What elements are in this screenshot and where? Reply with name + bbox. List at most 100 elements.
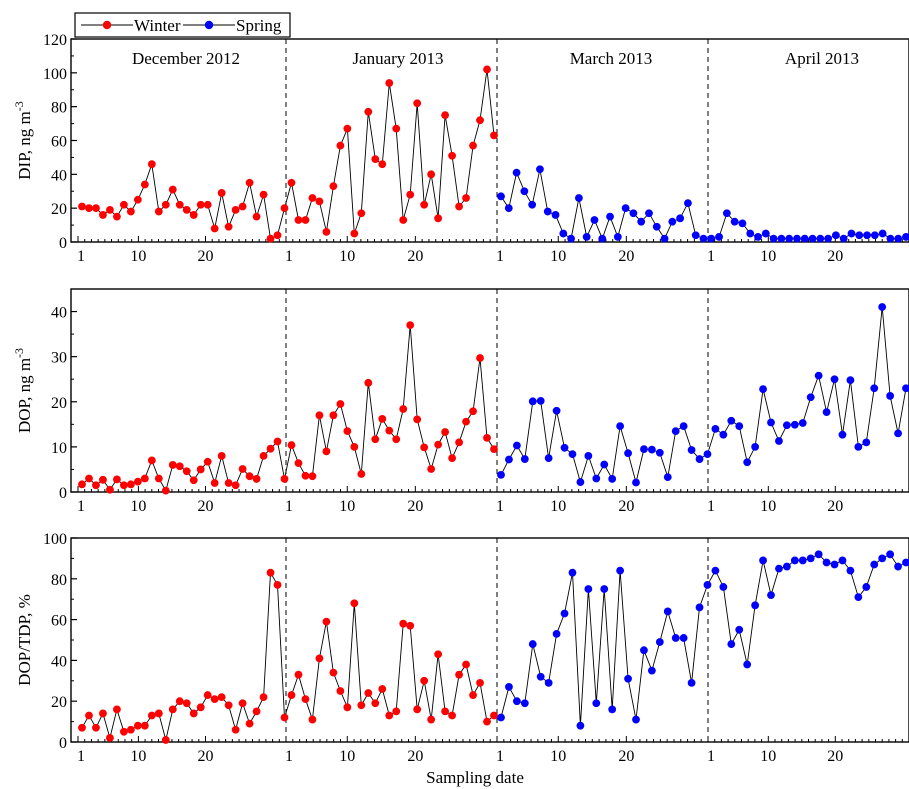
data-point-spring xyxy=(520,455,529,463)
data-point-winter xyxy=(413,415,422,424)
legend-marker-spring xyxy=(204,20,214,30)
data-point-winter xyxy=(343,124,352,133)
data-point-spring xyxy=(560,609,569,618)
x-tick-label: 20 xyxy=(407,498,423,515)
x-tick-label: 1 xyxy=(77,748,85,765)
x-tick-label: 20 xyxy=(197,498,213,515)
y-tick-label: 20 xyxy=(51,395,67,412)
data-point-winter xyxy=(287,441,296,449)
y-axis-label: DIP, ng m-3 xyxy=(12,101,34,179)
data-point-winter xyxy=(224,222,233,231)
y-axis-label: DOP/TDP, % xyxy=(15,594,34,686)
data-point-winter xyxy=(413,705,422,714)
x-tick-label: 1 xyxy=(707,248,715,265)
data-point-spring xyxy=(512,441,521,450)
data-point-winter xyxy=(301,216,310,224)
data-point-spring xyxy=(695,603,704,612)
data-point-spring xyxy=(707,234,716,243)
data-point-winter xyxy=(92,481,100,490)
data-point-winter xyxy=(280,204,289,213)
data-point-winter xyxy=(427,465,436,473)
data-point-winter xyxy=(469,407,477,416)
data-point-spring xyxy=(616,566,625,575)
data-point-winter xyxy=(85,204,93,213)
data-point-spring xyxy=(782,421,791,430)
data-point-spring xyxy=(814,371,823,380)
data-point-winter xyxy=(196,200,205,209)
data-point-winter xyxy=(357,470,366,478)
data-point-spring xyxy=(652,222,661,231)
data-point-spring xyxy=(528,397,537,406)
data-point-spring xyxy=(767,418,775,427)
x-tick-label: 1 xyxy=(285,498,293,515)
x-tick-label: 10 xyxy=(339,748,355,765)
data-point-spring xyxy=(632,478,640,487)
data-point-spring xyxy=(544,454,553,463)
data-point-spring xyxy=(743,458,752,467)
data-point-winter xyxy=(99,475,107,484)
data-point-winter xyxy=(266,568,275,577)
data-point-winter xyxy=(231,481,240,490)
data-point-spring xyxy=(512,697,521,706)
data-point-winter xyxy=(350,599,359,608)
data-point-winter xyxy=(490,711,498,720)
data-point-spring xyxy=(761,229,770,238)
data-point-spring xyxy=(806,393,815,402)
y-tick-label: 120 xyxy=(43,32,67,49)
data-point-winter xyxy=(78,723,86,732)
data-point-winter xyxy=(196,703,205,712)
data-point-spring xyxy=(735,625,744,634)
data-point-spring xyxy=(727,640,736,648)
data-point-winter xyxy=(203,691,212,699)
data-point-winter xyxy=(343,427,352,435)
data-point-spring xyxy=(793,234,801,243)
data-point-winter xyxy=(85,474,93,483)
y-tick-label: 40 xyxy=(51,305,67,322)
data-point-spring xyxy=(769,234,778,243)
data-point-winter xyxy=(126,725,135,734)
data-point-winter xyxy=(168,185,177,194)
data-point-spring xyxy=(608,475,617,483)
x-tick-label: 1 xyxy=(77,498,85,515)
y-tick-label: 20 xyxy=(51,201,67,218)
data-point-winter xyxy=(434,440,443,449)
data-point-spring xyxy=(655,638,664,646)
data-point-winter xyxy=(133,477,142,486)
data-point-winter xyxy=(175,697,184,706)
data-point-spring xyxy=(512,168,521,177)
data-point-winter xyxy=(357,701,366,710)
data-point-winter xyxy=(259,693,268,702)
data-point-winter xyxy=(252,707,261,716)
data-point-winter xyxy=(441,111,450,120)
y-tick-label: 0 xyxy=(59,485,67,502)
data-point-spring xyxy=(668,217,677,226)
x-tick-label: 10 xyxy=(550,748,566,765)
data-point-spring xyxy=(687,678,696,687)
data-point-winter xyxy=(140,474,149,483)
data-point-spring xyxy=(854,593,863,602)
data-point-spring xyxy=(735,422,744,431)
data-point-spring xyxy=(751,601,760,610)
data-point-spring xyxy=(711,424,720,433)
data-point-winter xyxy=(182,205,191,214)
panel-2: 0 10 20 30 40 DOP, ng m-3 1 10 20 1 10 20 1 10 20 1 10 20 xyxy=(12,288,909,515)
data-point-winter xyxy=(182,699,191,708)
data-point-winter xyxy=(483,65,491,74)
data-point-winter xyxy=(273,231,282,240)
data-point-spring xyxy=(798,419,807,427)
data-point-winter xyxy=(161,200,170,209)
data-point-winter xyxy=(308,715,317,724)
data-point-winter xyxy=(406,621,415,630)
data-point-winter xyxy=(329,668,338,677)
data-point-spring xyxy=(870,384,879,393)
x-tick-label: 1 xyxy=(285,248,293,265)
x-tick-label: 1 xyxy=(707,748,715,765)
data-point-spring xyxy=(584,452,593,460)
data-point-winter xyxy=(85,711,93,720)
y-tick-label: 40 xyxy=(51,653,67,670)
data-point-winter xyxy=(252,475,261,483)
data-point-spring xyxy=(679,634,688,642)
x-tick-label: 1 xyxy=(496,248,504,265)
data-point-spring xyxy=(637,217,646,226)
data-point-spring xyxy=(790,556,799,565)
